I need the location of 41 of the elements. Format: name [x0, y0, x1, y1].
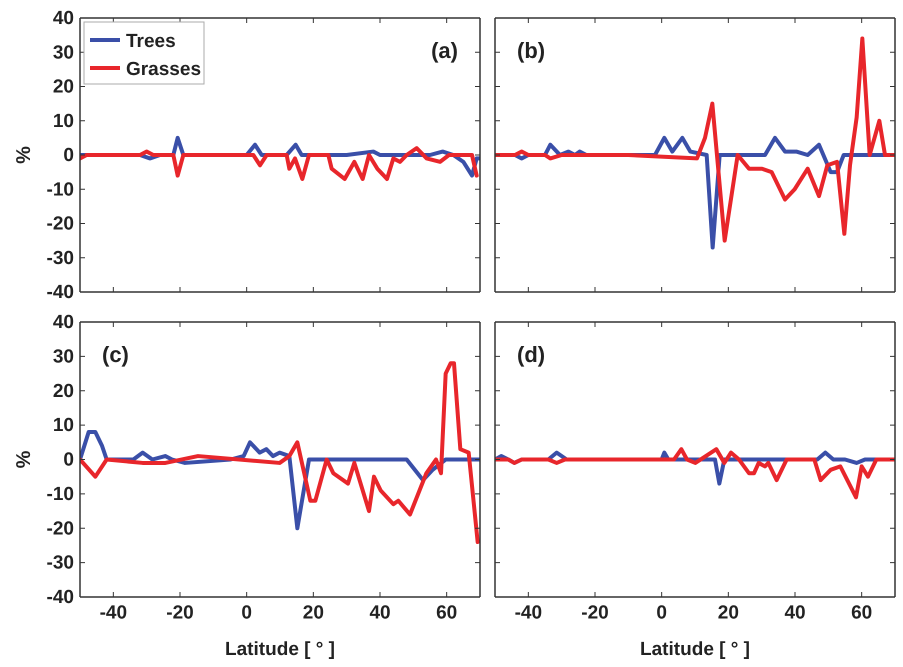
text: (c)	[102, 342, 129, 367]
y-tick-label: -20	[46, 518, 74, 540]
line-series	[80, 146, 479, 181]
y-tick-label: -10	[46, 179, 74, 200]
y-tick-label: -30	[46, 552, 74, 574]
x-tick-label: 0	[656, 602, 667, 624]
x-axis-title: Latitude [ ° ]	[225, 639, 335, 660]
x-axis-title: Latitude [ ° ]	[640, 639, 750, 660]
x-tick-label: 60	[436, 602, 458, 624]
text: (a)	[431, 38, 458, 63]
y-tick-label: -40	[46, 282, 74, 304]
y-tick-label: 40	[52, 8, 74, 30]
y-axis-title: %	[13, 450, 35, 468]
x-tick-label: 20	[718, 602, 739, 624]
x-tick-label: -40	[100, 602, 128, 624]
text: (d)	[517, 342, 546, 367]
y-tick-label: -30	[46, 248, 74, 269]
legend-label: Trees	[126, 31, 176, 52]
x-tick-label: 0	[241, 602, 252, 624]
y-tick-label: 20	[52, 380, 74, 402]
y-tick-label: 40	[52, 312, 74, 334]
legend-label: Grasses	[126, 59, 202, 80]
x-tick-label: -20	[581, 602, 609, 624]
y-tick-label: 30	[52, 346, 74, 368]
x-tick-label: 20	[302, 602, 324, 624]
y-tick-label: 10	[52, 415, 74, 436]
text: (b)	[517, 38, 546, 63]
x-tick-label: 60	[851, 602, 872, 624]
x-tick-label: 40	[369, 602, 391, 624]
x-tick-label: -20	[166, 602, 194, 624]
y-tick-label: 0	[63, 145, 74, 166]
y-tick-label: 20	[52, 76, 74, 98]
y-tick-label: -20	[46, 214, 74, 235]
y-tick-label: 30	[52, 42, 74, 64]
x-tick-label: -40	[514, 602, 542, 624]
y-tick-label: 10	[52, 110, 74, 132]
y-tick-label: -40	[46, 587, 74, 608]
y-tick-label: 0	[63, 450, 74, 471]
y-tick-label: -10	[46, 484, 74, 505]
x-tick-label: 40	[784, 602, 806, 624]
y-axis-title: %	[13, 146, 35, 164]
